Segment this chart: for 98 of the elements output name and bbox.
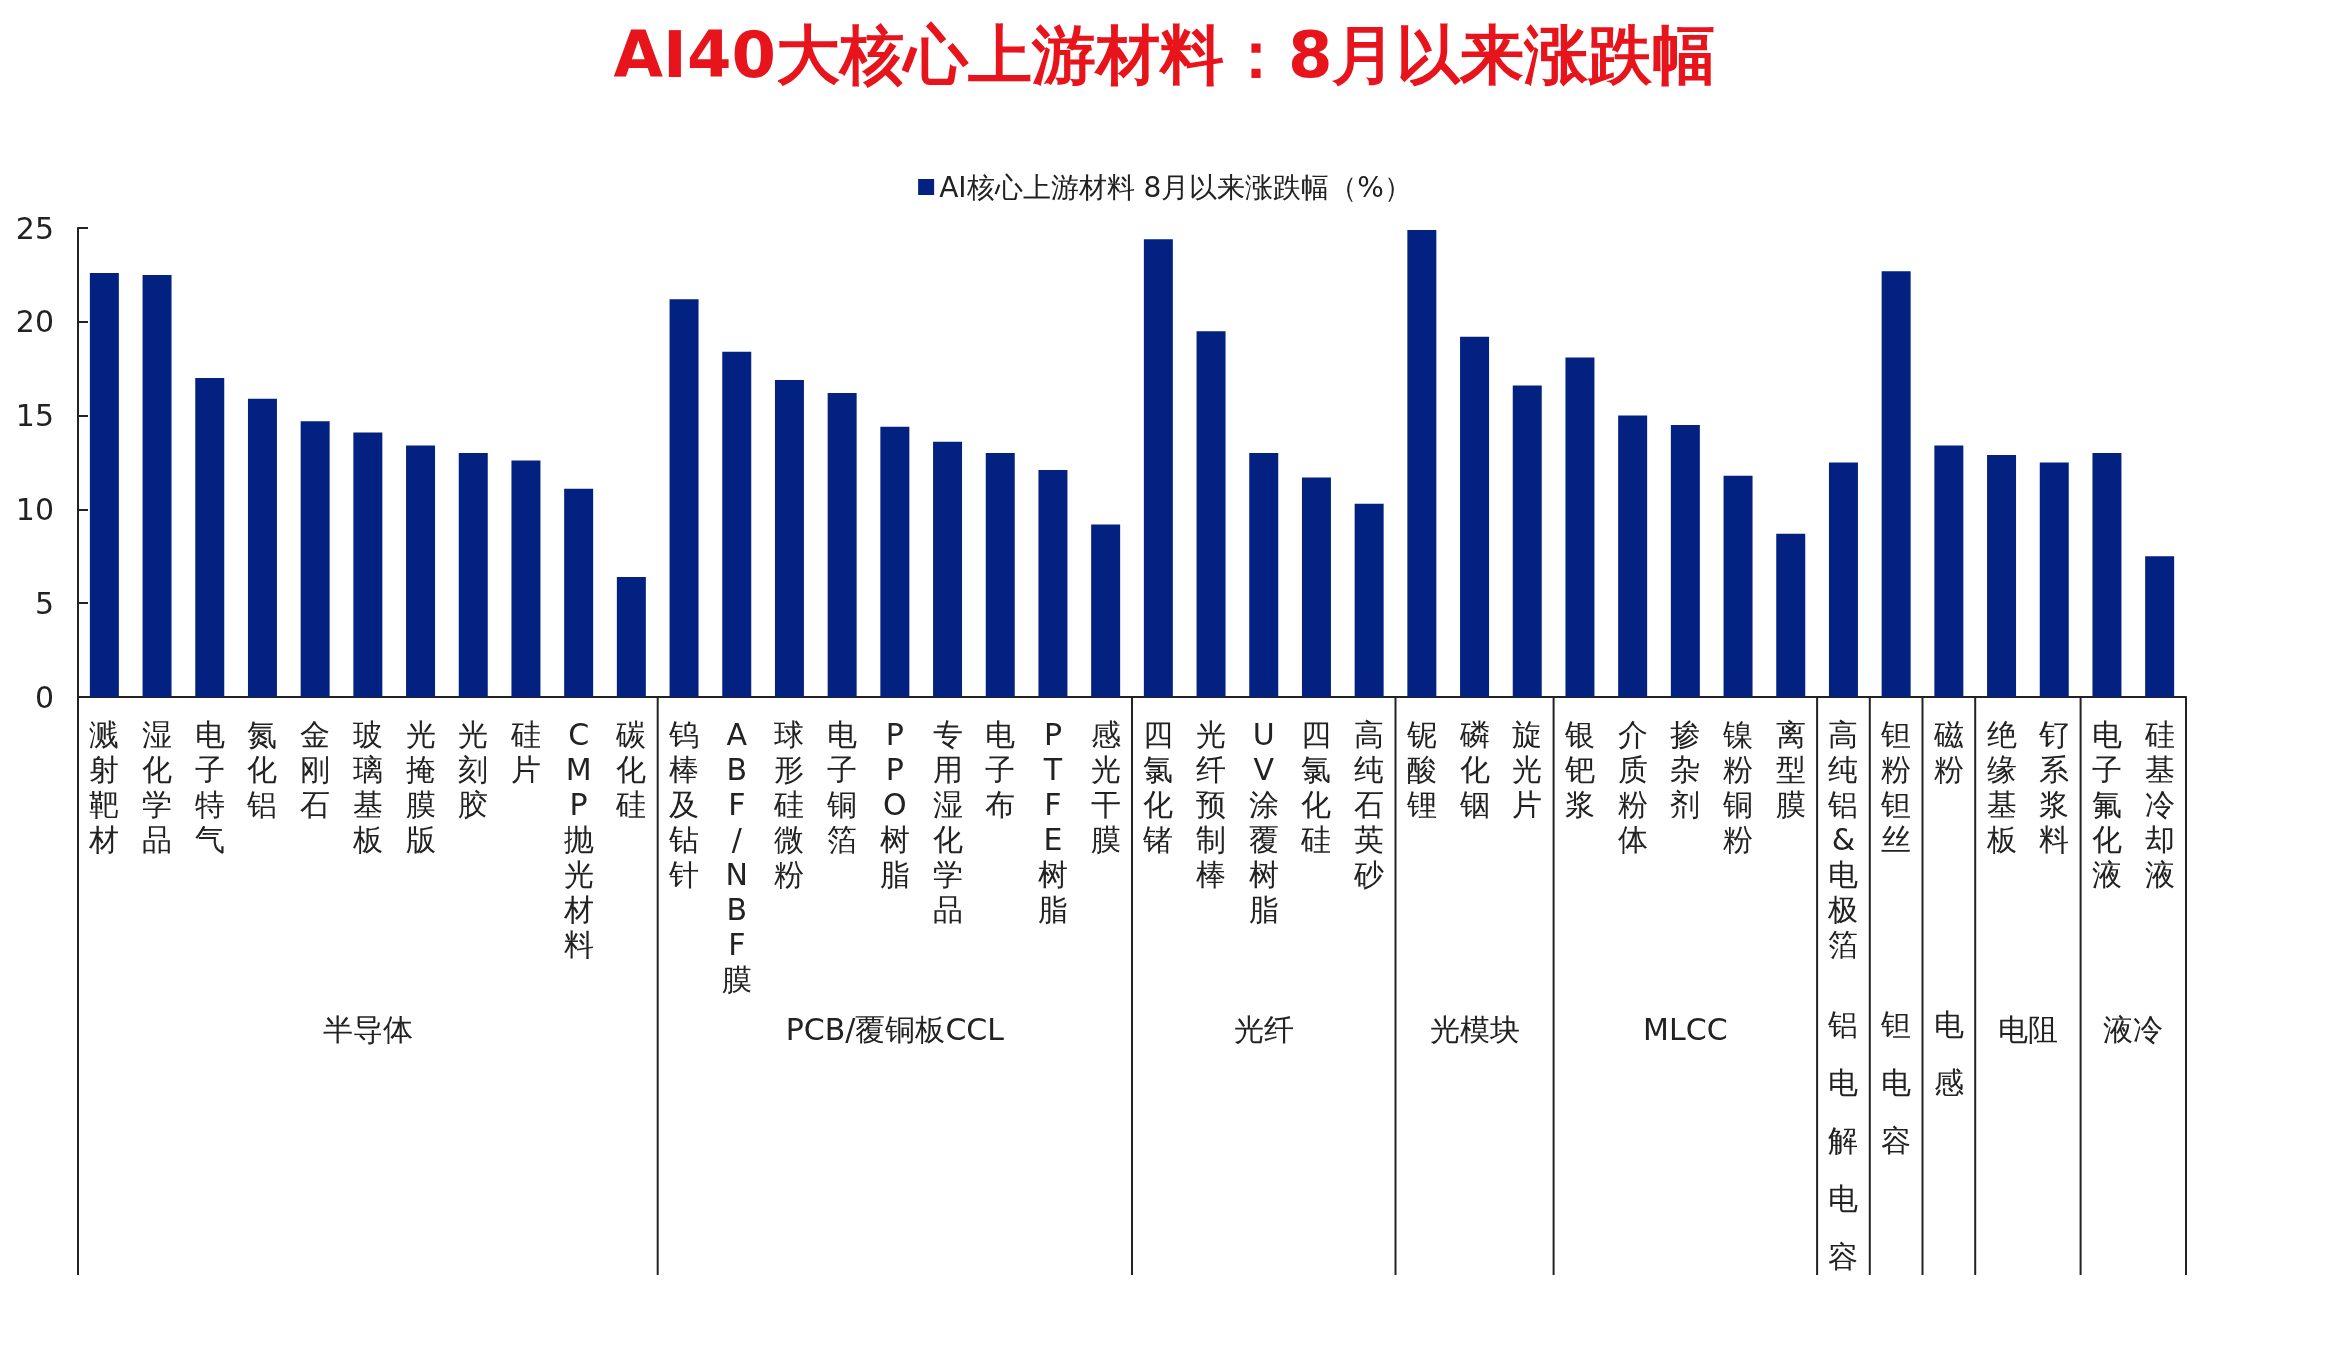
text: 钽电容 [1880,1006,1912,1158]
x-tick-label: UV涂覆树脂 [1248,717,1279,927]
x-tick-label: 电子布 [985,717,1016,822]
x-tick-label: 电子铜箔 [826,717,858,857]
bar [722,351,752,697]
x-tick-label: 钌系浆料 [2038,717,2070,857]
x-tick-label: 钨棒及钻针 [668,717,700,892]
bar [1460,336,1490,697]
x-tick-label: 介质粉体 [1617,717,1648,857]
bar [406,445,436,697]
bar [195,378,225,697]
x-tick-label: 银钯浆 [1563,717,1595,822]
text: PCB/覆铜板CCL [785,1011,1005,1047]
x-tick-label: PTFE树脂 [1037,717,1068,927]
bar [89,273,119,697]
x-tick-label: ABF/NBF膜 [721,717,752,997]
bar [1828,462,1858,697]
bar [1091,524,1121,697]
x-tick-label: 光掩膜版 [405,717,436,857]
x-tick-label: 金刚石 [300,717,331,822]
bar [2145,556,2175,697]
bar [1934,445,1964,697]
y-tick-label: 5 [34,585,54,621]
x-tick-label: 玻璃基板 [351,717,383,857]
bar [1038,470,1068,697]
x-tick-label: 湿化学品 [142,717,173,857]
x-tick-label: 专用湿化学品 [932,717,963,927]
y-tick-label: 10 [15,491,54,527]
y-tick-label: 20 [15,304,54,340]
x-tick-label: PPO树脂 [879,717,910,892]
y-tick-label: 0 [34,679,54,715]
text: 电阻 [1997,1011,2058,1047]
bar [1196,331,1226,697]
x-tick-label: 镍粉铜粉 [1722,717,1754,857]
bar [300,421,330,697]
bar [511,460,541,697]
y-tick-label: 25 [15,210,54,246]
x-tick-label: 离型膜 [1775,717,1806,822]
bar [1565,357,1595,697]
bar [1512,385,1542,697]
bar [2039,462,2069,697]
x-tick-label: 电子特气 [194,717,225,857]
bar [1143,239,1173,697]
bar [880,426,910,697]
x-tick-label: 四氯化硅 [1300,717,1332,857]
x-tick-label: 旋光片 [1512,717,1543,822]
bar [1618,415,1648,697]
x-tick-label: 钽粉钽丝 [1880,717,1912,857]
text: 光模块 [1429,1011,1520,1047]
bar [353,432,383,697]
text: 液冷 [2103,1011,2164,1047]
text: 光纤 [1233,1011,1294,1047]
bar [1881,271,1911,697]
bar [247,398,277,697]
bar [2092,453,2122,697]
text: MLCC [1643,1011,1728,1047]
bar [1354,503,1384,697]
x-tick-label: 电子氟化液 [2091,717,2122,892]
x-tick-label: 球形硅微粉 [773,717,805,892]
bar [1987,455,2017,697]
x-tick-label: 溅射靶材 [88,717,120,857]
x-tick-label: 掺杂剂 [1670,717,1701,822]
x-tick-label: 绝缘基板 [1985,717,2017,857]
x-tick-label: 光刻胶 [458,717,489,822]
bar [669,299,699,697]
bar [1249,453,1279,697]
x-tick-label: 硅片 [509,717,541,787]
x-tick-label: 磷化铟 [1458,717,1490,822]
chart-title: AI40大核心上游材料：8月以来涨跌幅 [613,18,1717,92]
bar [1776,533,1806,697]
bar [616,576,646,697]
x-tick-label: 四氯化锗 [1142,717,1174,857]
text: 铝电解电容 [1827,1006,1859,1274]
x-tick-label: 高纯铝&电极箔 [1827,717,1859,962]
x-tick-label: 高纯石英砂 [1353,717,1385,892]
x-tick-label: 磁粉 [1932,717,1964,787]
x-tick-label: CMP抛光材料 [562,717,594,962]
text: 半导体 [322,1011,413,1047]
bar [1670,424,1700,697]
x-tick-label: 光纤预制棒 [1196,717,1227,892]
bar [933,441,963,697]
x-tick-label: 硅基冷却液 [2143,717,2175,892]
bar [1723,475,1753,697]
text: 电感 [1933,1006,1964,1100]
bar [827,393,857,697]
x-tick-label: 氮化铝 [246,717,278,822]
y-tick-label: 15 [15,398,54,434]
legend-label: AI核心上游材料 8月以来涨跌幅（%） [939,170,1412,204]
bar [458,453,488,697]
bar [774,379,804,697]
bar [1301,477,1331,697]
bar [985,453,1015,697]
bar [142,274,172,697]
x-tick-label: 感光干膜 [1090,717,1121,857]
bar [564,488,594,697]
x-tick-label: 铌酸锂 [1405,717,1437,822]
bar [1407,229,1437,697]
x-tick-label: 碳化硅 [615,717,647,822]
